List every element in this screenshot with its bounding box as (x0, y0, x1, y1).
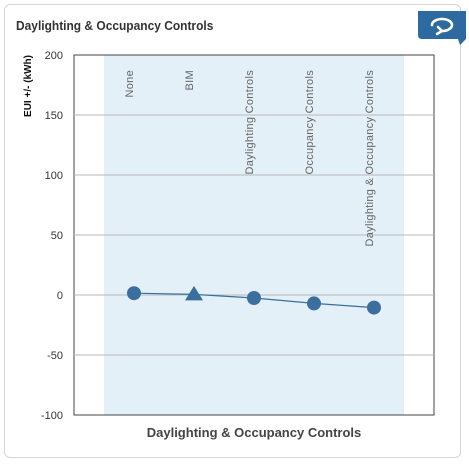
y-tick-labels: 200 150 100 50 0 -50 -100 (41, 50, 63, 422)
y-tick-label: 150 (45, 110, 63, 122)
category-label: Daylighting & Occupancy Controls (364, 70, 376, 247)
data-point-triangle[interactable] (185, 285, 203, 301)
category-label: Occupancy Controls (304, 70, 316, 175)
y-tick-label: 100 (45, 170, 63, 182)
data-point[interactable] (307, 296, 321, 311)
panel-title: Daylighting & Occupancy Controls (16, 18, 214, 33)
y-axis-label: EUI +/- (kWh) (23, 55, 34, 117)
category-label: Daylighting Controls (244, 70, 256, 175)
series-line (127, 285, 381, 315)
category-label: None (124, 70, 136, 98)
category-label: BIM (184, 70, 196, 90)
data-point[interactable] (127, 286, 141, 301)
y-tick-label: -100 (41, 410, 63, 422)
data-point[interactable] (367, 300, 381, 315)
rotate-arrow-icon (430, 17, 454, 36)
data-point[interactable] (247, 291, 261, 305)
y-tick-label: -50 (47, 350, 63, 362)
y-tick-label: 200 (45, 50, 63, 62)
category-labels: None BIM Daylighting Controls Occupancy Con… (124, 70, 376, 247)
y-tick-label: 50 (51, 230, 63, 242)
y-tick-label: 0 (57, 290, 63, 302)
toggle-view-button[interactable] (418, 11, 466, 47)
x-axis-label: Daylighting & Occupancy Controls (147, 425, 362, 440)
